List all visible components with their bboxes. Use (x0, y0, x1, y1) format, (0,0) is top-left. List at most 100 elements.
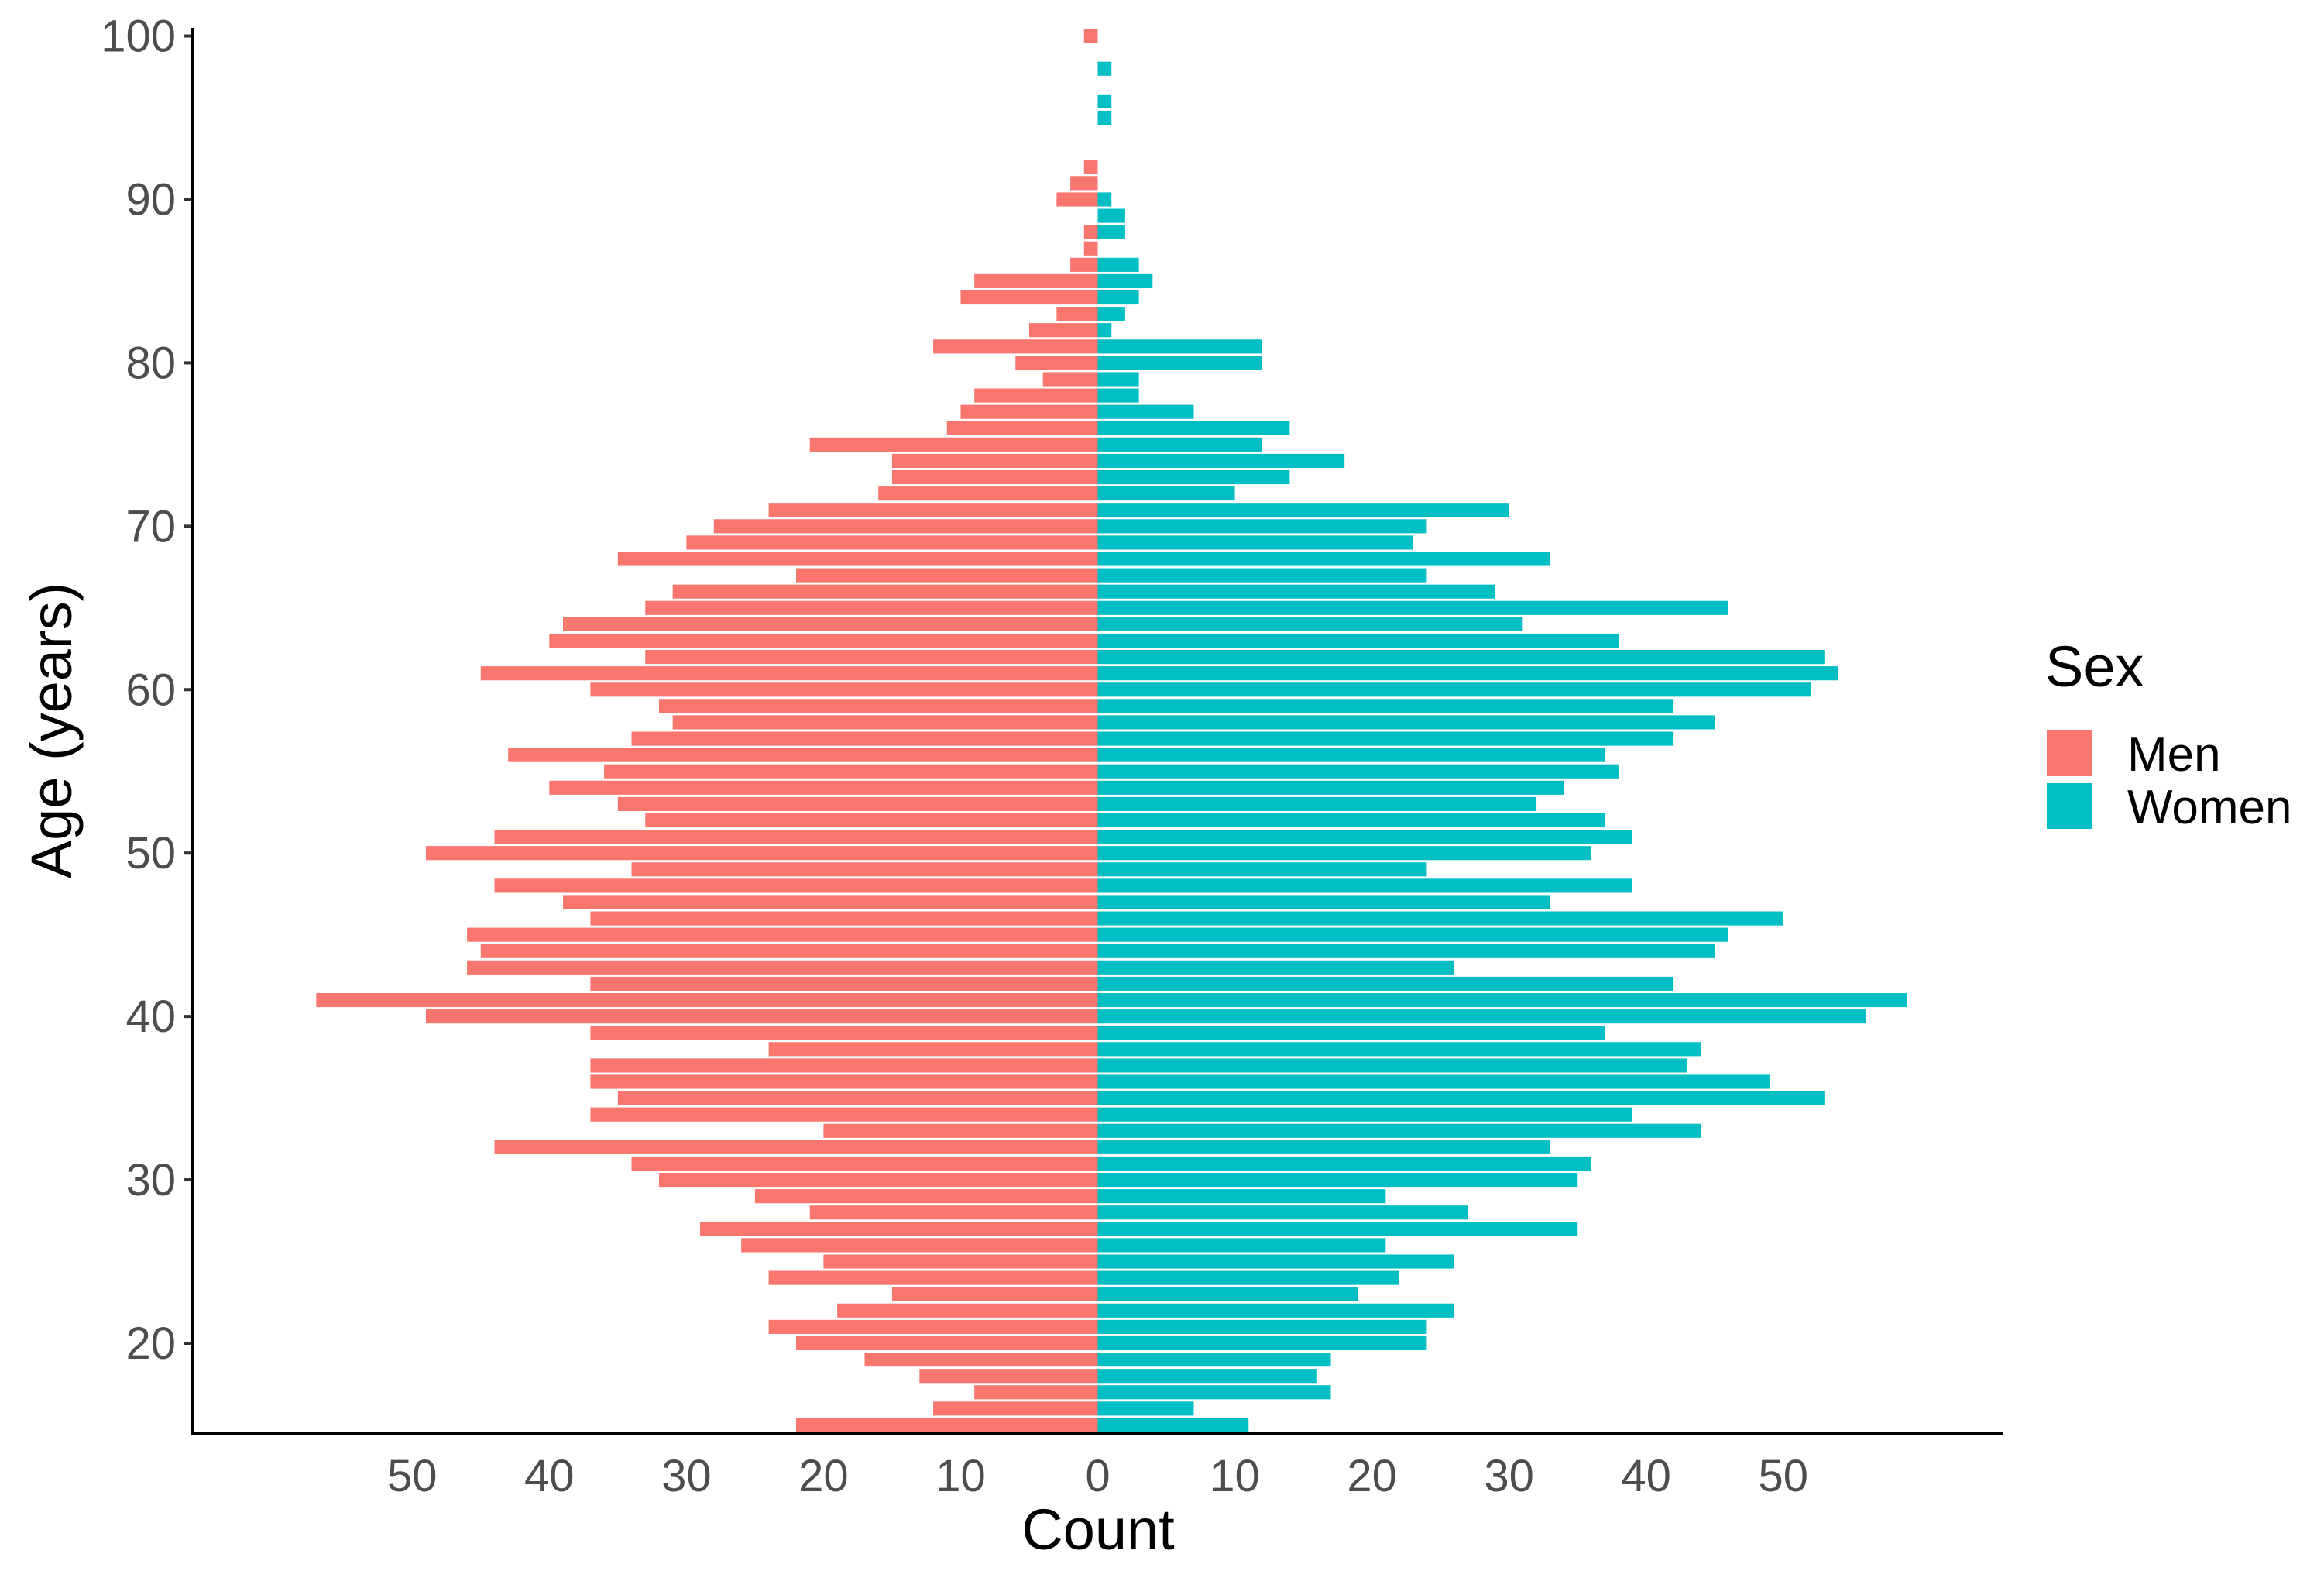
bar-women-age-95 (1097, 110, 1112, 125)
bar-men-age-60 (590, 682, 1098, 697)
bar-men-age-23 (891, 1287, 1098, 1301)
bar-women-age-71 (1097, 503, 1509, 517)
x-tick-label: 30 (661, 1451, 712, 1501)
bar-women-age-32 (1097, 1140, 1550, 1154)
bar-women-age-35 (1097, 1091, 1825, 1105)
y-tick-label: 30 (125, 1155, 176, 1205)
bar-women-age-15 (1097, 1418, 1249, 1432)
x-axis-ticks: 50 40 30 20 10 0 10 20 30 40 50 (387, 1451, 1808, 1501)
bar-women-age-86 (1097, 257, 1139, 272)
bar-women-age-67 (1097, 568, 1427, 583)
bar-women-age-68 (1097, 552, 1550, 566)
x-tick-label: 0 (1085, 1451, 1110, 1501)
legend-swatch-men (2047, 730, 2092, 776)
bar-men-age-91 (1070, 176, 1098, 191)
bar-men-age-35 (617, 1091, 1098, 1105)
bar-women-age-37 (1097, 1058, 1687, 1073)
bar-women-age-25 (1097, 1254, 1454, 1269)
bars-group (316, 29, 1907, 1432)
bar-men-age-79 (1042, 372, 1098, 387)
bar-men-age-19 (864, 1353, 1098, 1367)
bar-women-age-96 (1097, 94, 1112, 108)
bar-men-age-88 (1083, 225, 1098, 239)
bar-women-age-43 (1097, 960, 1454, 975)
bar-women-age-48 (1097, 878, 1632, 893)
bar-women-age-26 (1097, 1238, 1386, 1253)
bar-women-age-63 (1097, 633, 1619, 648)
bar-men-age-39 (590, 1026, 1098, 1040)
bar-men-age-71 (768, 503, 1098, 517)
bar-men-age-64 (563, 617, 1098, 631)
bar-women-age-73 (1097, 469, 1290, 485)
bar-men-age-47 (563, 895, 1098, 909)
bar-men-age-28 (809, 1205, 1098, 1220)
bar-women-age-27 (1097, 1222, 1578, 1236)
bar-women-age-59 (1097, 699, 1674, 713)
bar-men-age-57 (631, 731, 1098, 746)
x-tick-label: 30 (1484, 1451, 1534, 1501)
y-tick-label: 20 (125, 1318, 176, 1369)
bar-women-age-51 (1097, 830, 1632, 844)
bar-men-age-78 (974, 388, 1098, 403)
bar-men-age-51 (494, 830, 1098, 844)
bar-men-age-54 (549, 780, 1098, 795)
bar-women-age-56 (1097, 748, 1605, 762)
bar-men-age-44 (480, 944, 1098, 958)
y-tick-label: 70 (125, 501, 176, 552)
bar-men-age-53 (617, 796, 1098, 811)
bar-men-age-33 (823, 1123, 1098, 1138)
bar-women-age-50 (1097, 846, 1591, 861)
bar-women-age-70 (1097, 519, 1427, 534)
bar-men-age-30 (658, 1172, 1098, 1188)
bar-women-age-29 (1097, 1189, 1386, 1204)
bar-women-age-78 (1097, 388, 1139, 403)
bar-men-age-59 (658, 699, 1098, 713)
bar-men-age-84 (960, 290, 1098, 305)
bar-women-age-84 (1097, 290, 1139, 305)
bar-men-age-85 (974, 273, 1098, 289)
y-tick-label: 80 (125, 338, 176, 388)
bar-men-age-31 (631, 1156, 1098, 1171)
bar-women-age-39 (1097, 1026, 1605, 1040)
bar-women-age-17 (1097, 1385, 1331, 1400)
bar-men-age-66 (672, 584, 1098, 599)
bar-men-age-55 (604, 764, 1098, 779)
bar-women-age-30 (1097, 1172, 1578, 1188)
bar-men-age-87 (1083, 241, 1098, 256)
bar-men-age-76 (946, 421, 1098, 435)
bar-men-age-24 (768, 1270, 1098, 1285)
bar-men-age-70 (713, 519, 1098, 534)
bar-men-age-15 (796, 1418, 1098, 1432)
bar-men-age-69 (686, 535, 1098, 550)
bar-men-age-37 (590, 1058, 1098, 1073)
bar-men-age-36 (590, 1074, 1098, 1089)
bar-women-age-61 (1097, 666, 1838, 681)
bar-women-age-41 (1097, 992, 1907, 1008)
bar-women-age-46 (1097, 911, 1783, 926)
bar-men-age-67 (796, 568, 1098, 583)
bar-women-age-16 (1097, 1401, 1194, 1416)
bar-women-age-18 (1097, 1369, 1317, 1384)
bar-women-age-31 (1097, 1156, 1591, 1171)
bar-men-age-100 (1083, 29, 1098, 43)
bar-men-age-83 (1056, 307, 1098, 321)
bar-women-age-83 (1097, 307, 1125, 321)
bar-women-age-66 (1097, 584, 1495, 599)
bar-men-age-29 (754, 1189, 1098, 1204)
bar-men-age-58 (672, 715, 1098, 730)
bar-women-age-47 (1097, 895, 1550, 909)
y-tick-label: 40 (125, 992, 176, 1042)
bar-men-age-49 (631, 862, 1098, 877)
y-axis-title: Age (years) (19, 583, 84, 878)
bar-women-age-49 (1097, 862, 1427, 877)
x-axis-title: Count (1021, 1497, 1175, 1562)
bar-women-age-33 (1097, 1123, 1701, 1138)
bar-men-age-38 (768, 1042, 1098, 1057)
bar-men-age-43 (467, 960, 1098, 975)
bar-men-age-42 (590, 976, 1098, 992)
bar-women-age-54 (1097, 780, 1564, 795)
bar-men-age-62 (645, 650, 1098, 665)
x-tick-label: 20 (798, 1451, 849, 1501)
bar-men-age-61 (480, 666, 1098, 681)
bar-men-age-26 (741, 1238, 1098, 1253)
